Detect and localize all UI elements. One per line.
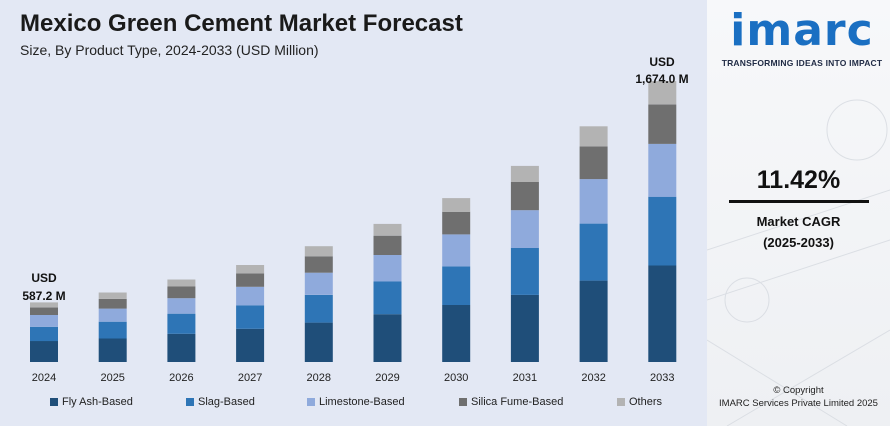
- cagr-label-period: (2025-2033): [763, 235, 834, 250]
- cagr-value: 11.42%: [756, 166, 841, 194]
- cagr-label-line1: Market CAGR: [756, 214, 841, 229]
- bar-segment-2026-slag-based: [167, 313, 196, 334]
- bar-segment-2032-limestone-based: [579, 179, 608, 224]
- legend-swatch: [307, 398, 315, 406]
- bar-segment-2033-fly-ash-based: [648, 265, 677, 362]
- start-value-label-currency: USD: [31, 271, 57, 285]
- x-tick-label: 2025: [100, 372, 124, 384]
- legend-label: Limestone-Based: [319, 396, 405, 408]
- bar-segment-2030-slag-based: [442, 266, 471, 305]
- bar-segment-2031-others: [510, 165, 539, 182]
- legend-item: Slag-Based: [186, 396, 307, 408]
- x-tick-labels: 2024 2025 2026 2027 2028 2029 2030 2031 2032 2033: [32, 372, 675, 384]
- bar-segment-2029-others: [373, 223, 402, 236]
- side-panel: imarc TRANSFORMING IDEAS INTO IMPACT 11.…: [707, 0, 890, 426]
- x-tick-label: 2024: [32, 372, 56, 384]
- copyright: © Copyright IMARC Services Private Limit…: [707, 384, 890, 410]
- legend-item: Fly Ash-Based: [50, 396, 186, 408]
- bar-segment-2027-slag-based: [236, 305, 265, 329]
- legend-label: Slag-Based: [198, 396, 255, 408]
- bar-segment-2032-others: [579, 126, 608, 147]
- x-tick-label: 2031: [513, 372, 537, 384]
- bar-segment-2033-slag-based: [648, 196, 677, 266]
- bar-segment-2025-silica-fume-based: [98, 298, 127, 309]
- bar-segment-2028-fly-ash-based: [304, 322, 333, 362]
- x-tick-label: 2030: [444, 372, 468, 384]
- bar-segment-2024-slag-based: [30, 326, 58, 342]
- bar-segment-2029-slag-based: [373, 281, 402, 315]
- start-value-label: 587.2 M: [22, 289, 65, 303]
- stacked-bar-chart: 2024 2025 2026 2027 2028 2029 2030 2031 2032 2033…: [22, 55, 688, 384]
- end-value-label: 1,674.0 M: [635, 72, 688, 86]
- bar-segment-2024-limestone-based: [30, 315, 58, 327]
- legend-label: Fly Ash-Based: [62, 396, 133, 408]
- bar-segment-2027-fly-ash-based: [236, 328, 265, 362]
- bar-segment-2027-silica-fume-based: [236, 273, 265, 287]
- bar-segment-2030-others: [442, 198, 471, 212]
- x-tick-label: 2027: [238, 372, 262, 384]
- bar-segment-2031-fly-ash-based: [510, 294, 539, 362]
- bar-segment-2024-others: [30, 302, 58, 308]
- bar-segment-2026-silica-fume-based: [167, 286, 196, 299]
- imarc-logo: imarc TRANSFORMING IDEAS INTO IMPACT: [717, 5, 887, 69]
- bar-segment-2028-silica-fume-based: [304, 256, 333, 273]
- bar-segment-2033-silica-fume-based: [648, 104, 677, 144]
- bar-segment-2029-limestone-based: [373, 255, 402, 282]
- bar-segment-2026-fly-ash-based: [167, 333, 196, 362]
- chart-panel: Mexico Green Cement Market Forecast Size…: [0, 0, 707, 426]
- x-tick-label: 2026: [169, 372, 193, 384]
- bar-segment-2027-limestone-based: [236, 286, 265, 306]
- bar-segment-2026-others: [167, 279, 196, 287]
- bar-segment-2030-limestone-based: [442, 234, 471, 267]
- legend-item: Silica Fume-Based: [459, 396, 617, 408]
- bar-segment-2028-slag-based: [304, 294, 333, 323]
- bar-segment-2029-silica-fume-based: [373, 235, 402, 255]
- legend-swatch: [459, 398, 467, 406]
- legend-label: Others: [629, 396, 663, 408]
- bar-segment-2032-fly-ash-based: [579, 280, 608, 362]
- legend-swatch: [50, 398, 58, 406]
- chart-legend: Fly Ash-Based Slag-Based Limestone-Based Si…: [50, 396, 697, 408]
- bar-segment-2029-fly-ash-based: [373, 314, 402, 362]
- legend-label: Silica Fume-Based: [471, 396, 564, 408]
- logo-wordmark: imarc: [730, 5, 874, 56]
- legend-swatch: [186, 398, 194, 406]
- copyright-line2: IMARC Services Private Limited 2025: [719, 398, 878, 409]
- end-value-label-currency: USD: [649, 55, 675, 69]
- bar-segment-2025-fly-ash-based: [98, 338, 127, 362]
- bar-segment-2025-slag-based: [98, 321, 127, 339]
- bar-segment-2032-silica-fume-based: [579, 146, 608, 180]
- bar-segment-2027-others: [236, 265, 265, 274]
- bar-segment-2024-silica-fume-based: [30, 307, 58, 315]
- cagr-divider: [729, 200, 869, 203]
- x-tick-label: 2028: [307, 372, 331, 384]
- bar-segment-2033-others: [648, 81, 677, 105]
- bar-segment-2028-others: [304, 246, 333, 257]
- bar-segment-2031-slag-based: [510, 247, 539, 295]
- bar-segment-2025-limestone-based: [98, 308, 127, 322]
- bar-segment-2025-others: [98, 292, 127, 299]
- x-tick-label: 2029: [375, 372, 399, 384]
- bar-segment-2031-limestone-based: [510, 210, 539, 248]
- legend-item: Others: [617, 396, 697, 408]
- chart-title: Mexico Green Cement Market Forecast: [20, 10, 463, 37]
- x-tick-label: 2033: [650, 372, 674, 384]
- x-tick-label: 2032: [581, 372, 605, 384]
- cagr-label: Market CAGR (2025-2033): [707, 211, 890, 253]
- bar-segment-2033-limestone-based: [648, 143, 677, 197]
- bar-segment-2030-fly-ash-based: [442, 305, 471, 362]
- bar-segment-2031-silica-fume-based: [510, 182, 539, 211]
- bars-group: [30, 81, 677, 362]
- background-pattern: [707, 99, 890, 426]
- bar-segment-2032-slag-based: [579, 223, 608, 281]
- chart-subtitle: Size, By Product Type, 2024-2033 (USD Mi…: [20, 42, 319, 58]
- bar-segment-2028-limestone-based: [304, 272, 333, 295]
- legend-item: Limestone-Based: [307, 396, 459, 408]
- copyright-line1: © Copyright: [773, 385, 824, 396]
- bar-segment-2026-limestone-based: [167, 298, 196, 314]
- bar-segment-2030-silica-fume-based: [442, 211, 471, 235]
- bar-segment-2024-fly-ash-based: [30, 341, 58, 362]
- logo-tagline: TRANSFORMING IDEAS INTO IMPACT: [721, 58, 883, 68]
- legend-swatch: [617, 398, 625, 406]
